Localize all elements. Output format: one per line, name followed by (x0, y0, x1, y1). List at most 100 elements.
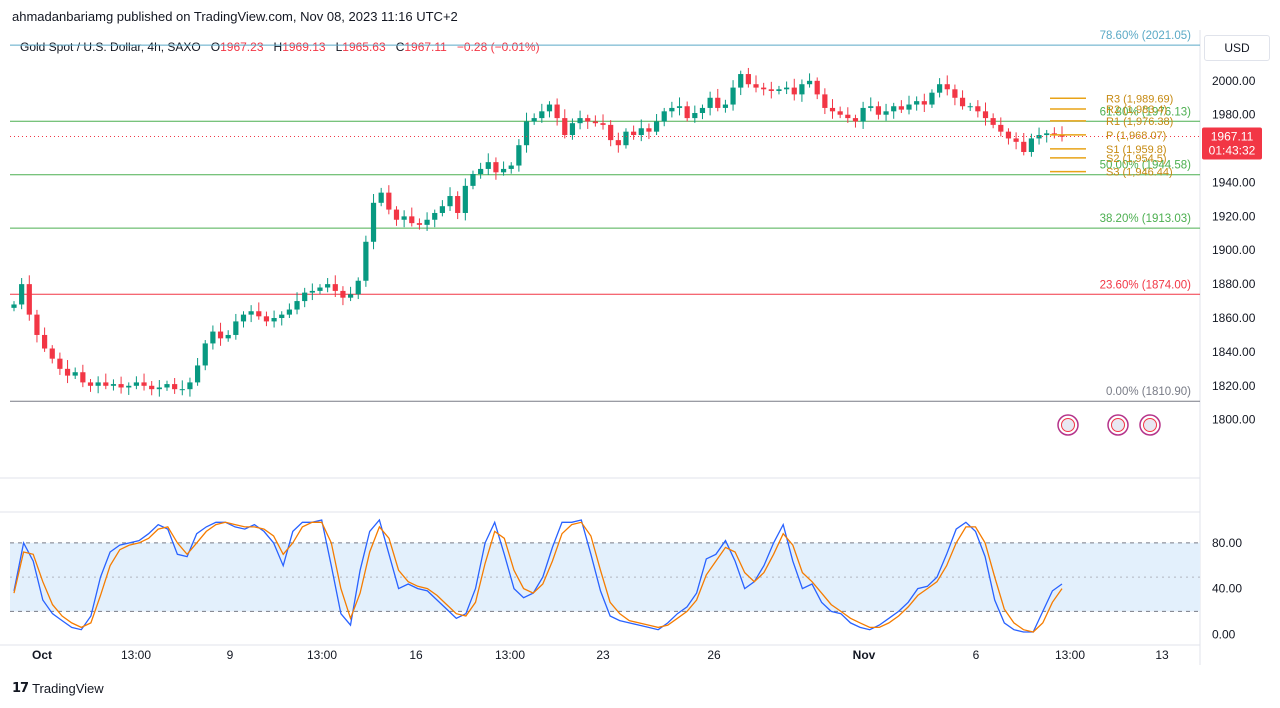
candle-body (837, 111, 843, 115)
candle-body (133, 382, 139, 386)
candle-body (860, 107, 866, 122)
symbol-name[interactable]: Gold Spot / U.S. Dollar, 4h, SAXO (20, 40, 201, 54)
candle-body (72, 372, 78, 376)
brand-label: TradingView (32, 681, 104, 696)
time-tick-label: Oct (32, 648, 52, 662)
open-value: 1967.23 (220, 40, 264, 54)
tradingview-logo-icon: 17 (12, 681, 29, 696)
candle-body (233, 321, 239, 335)
candle-body (508, 165, 514, 169)
candle-body (715, 97, 721, 108)
candle-body (967, 106, 973, 108)
currency-button[interactable]: USD (1204, 35, 1270, 61)
candle-body (179, 389, 185, 391)
candle-body (585, 118, 591, 122)
pivot-level-label: P (1,968.07) (1106, 130, 1166, 142)
candle-body (661, 111, 667, 122)
candle-body (883, 111, 889, 115)
candle-body (355, 280, 361, 295)
us-flag-icon (1111, 418, 1125, 432)
candle-body (470, 174, 476, 186)
candle-body (975, 106, 981, 112)
candle-body (34, 314, 40, 335)
candle-body (722, 104, 729, 108)
candle-body (653, 121, 660, 132)
candle-body (432, 212, 438, 220)
candle-body (118, 384, 124, 388)
candle-body (791, 87, 797, 95)
candle-body (1036, 135, 1042, 139)
candle-body (386, 192, 392, 210)
high-value: 1969.13 (282, 40, 326, 54)
candle-body (126, 385, 132, 388)
candle-body (998, 124, 1004, 132)
candle-body (646, 128, 652, 132)
candle-body (944, 84, 950, 90)
candle-body (638, 128, 644, 136)
candle-body (868, 106, 874, 108)
candle-body (516, 145, 522, 166)
candle-body (822, 94, 828, 108)
candle-body (103, 382, 109, 386)
candle-body (523, 121, 530, 146)
candle-body (485, 162, 491, 169)
price-tick-label: 1980.00 (1212, 108, 1256, 122)
candle-body (87, 382, 94, 386)
candle-body (64, 368, 71, 376)
candle-body (378, 192, 384, 203)
candle-body (990, 118, 996, 125)
price-tick-label: 1840.00 (1212, 345, 1256, 359)
candle-body (745, 74, 751, 85)
candle-body (500, 168, 507, 173)
time-tick-label: 13:00 (1055, 648, 1085, 662)
stoch-tick-label: 0.00 (1212, 627, 1236, 641)
candle-body (1005, 131, 1012, 139)
candle-body (730, 87, 736, 105)
candle-body (776, 89, 782, 91)
close-label: C (395, 40, 405, 54)
candle-body (929, 92, 935, 105)
candle-body (875, 106, 882, 115)
pivot-level-label: R1 (1,976.38) (1106, 116, 1173, 128)
candle-body (669, 107, 675, 112)
fib-level-label: 78.60% (2021.05) (1100, 30, 1192, 42)
bar-countdown: 01:43:32 (1209, 144, 1256, 158)
candle-body (738, 74, 744, 88)
candle-body (982, 111, 989, 119)
candle-body (416, 223, 423, 225)
open-label: O (210, 40, 221, 54)
publisher-text: ahmadanbariamg published on TradingView.… (12, 9, 458, 24)
candle-body (906, 104, 912, 110)
candle-body (799, 84, 805, 95)
candle-body (370, 202, 377, 242)
candle-body (531, 118, 537, 122)
price-tick-label: 1820.00 (1212, 379, 1256, 393)
low-value: 1965.63 (342, 40, 386, 54)
candle-body (814, 80, 820, 95)
change-value: −0.28 (−0.01%) (456, 40, 540, 54)
candle-body (57, 358, 63, 369)
candle-body (707, 97, 713, 108)
candle-body (26, 284, 32, 315)
candle-body (187, 382, 193, 390)
candle-body (753, 84, 759, 88)
candle-body (562, 118, 568, 136)
candle-body (569, 123, 576, 136)
fib-level-label: 50.00% (1944.58) (1100, 160, 1192, 172)
candle-body (898, 106, 904, 110)
candle-body (11, 304, 17, 308)
candle-body (692, 113, 698, 119)
stoch-tick-label: 80.00 (1212, 536, 1242, 550)
candle-body (1028, 138, 1035, 152)
candle-body (263, 316, 270, 322)
tradingview-brand[interactable]: 17 TradingView (12, 681, 104, 696)
candle-body (164, 384, 170, 388)
candle-body (424, 219, 430, 225)
candle-body (623, 131, 629, 146)
time-tick-label: 13 (1155, 648, 1169, 662)
stoch-d-line (13, 521, 1063, 633)
candle-body (172, 384, 178, 390)
candle-body (19, 284, 25, 305)
candle-body (286, 309, 292, 315)
